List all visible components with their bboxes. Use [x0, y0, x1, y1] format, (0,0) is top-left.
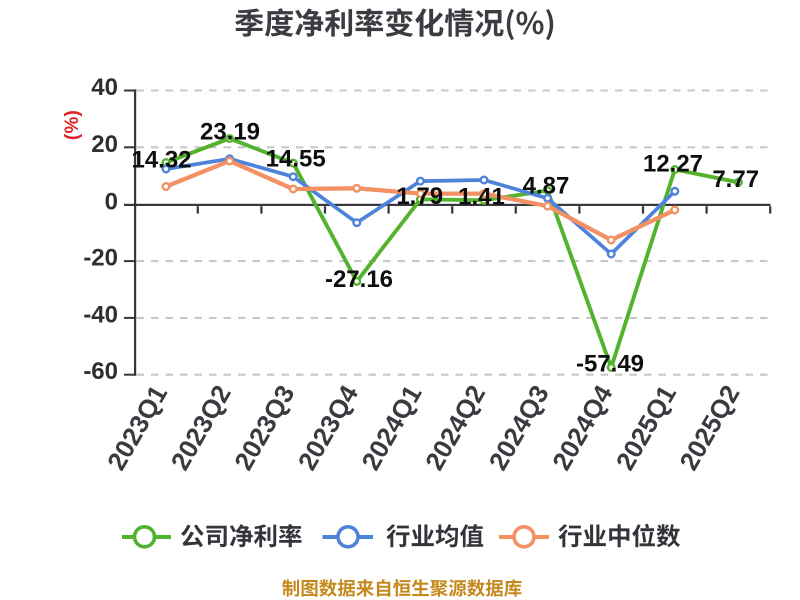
- svg-text:4.87: 4.87: [523, 172, 570, 199]
- svg-text:(%): (%): [62, 110, 83, 140]
- svg-text:12.27: 12.27: [643, 151, 703, 178]
- svg-text:1.79: 1.79: [396, 183, 443, 210]
- svg-text:-40: -40: [83, 301, 118, 328]
- svg-text:20: 20: [91, 131, 118, 158]
- svg-text:1.41: 1.41: [458, 184, 505, 211]
- svg-text:14.32: 14.32: [131, 147, 191, 174]
- svg-text:7.77: 7.77: [712, 166, 759, 193]
- svg-text:0: 0: [105, 188, 118, 215]
- svg-text:-20: -20: [83, 245, 118, 272]
- svg-text:-57.49: -57.49: [576, 351, 644, 378]
- svg-text:-60: -60: [83, 358, 118, 385]
- svg-text:14.55: 14.55: [266, 146, 326, 173]
- svg-text:23.19: 23.19: [200, 119, 260, 146]
- svg-text:-27.16: -27.16: [325, 266, 393, 293]
- svg-text:40: 40: [91, 74, 118, 101]
